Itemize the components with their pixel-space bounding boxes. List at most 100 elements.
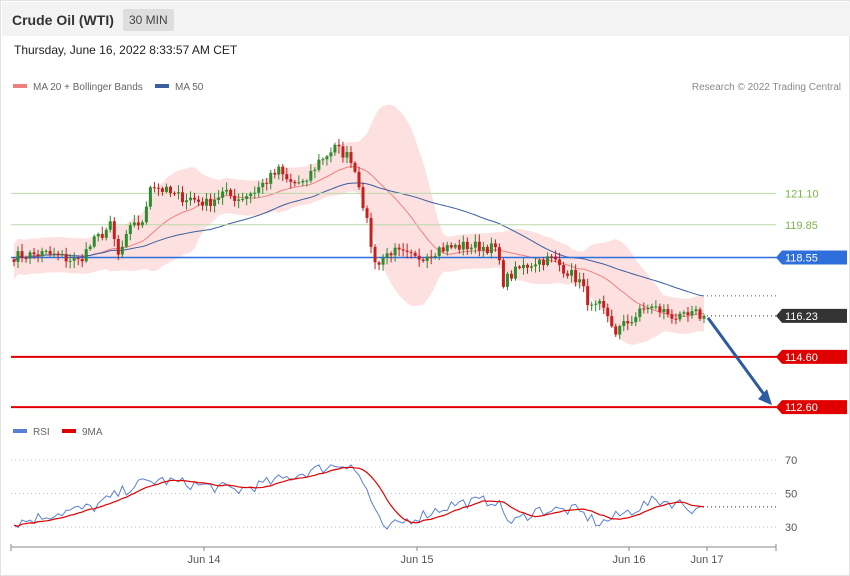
candle-body — [213, 199, 217, 206]
candle-body — [614, 326, 618, 335]
rsi-ma9-line — [13, 466, 705, 527]
candle-body — [353, 162, 357, 172]
candle-body — [345, 152, 349, 158]
candle-body — [357, 171, 361, 188]
candle-body — [249, 193, 253, 197]
candle-body — [534, 264, 538, 267]
candle-body — [594, 303, 598, 305]
candle-body — [441, 247, 445, 252]
candle-body — [429, 256, 433, 258]
candle-body — [28, 252, 32, 259]
candle-body — [269, 172, 273, 184]
candle-body — [148, 187, 152, 207]
candle-body — [702, 315, 706, 319]
candle-body — [501, 260, 505, 287]
candle-body — [626, 321, 630, 324]
candle-body — [317, 159, 321, 170]
candle-body — [465, 241, 469, 250]
candle-body — [277, 166, 281, 175]
candle-body — [481, 246, 485, 251]
candle-body — [253, 192, 257, 194]
candle-body — [381, 257, 385, 265]
time-axis: Jun 14 Jun 15 Jun 16 Jun 17 — [10, 544, 777, 566]
candle-body — [36, 254, 40, 257]
time-axis-label: Jun 17 — [690, 554, 723, 566]
timeframe-badge[interactable]: 30 MIN — [123, 9, 174, 31]
forecast-arrow-head — [758, 389, 772, 406]
candle-body — [505, 273, 509, 287]
candle-body — [413, 252, 417, 256]
candle-body — [521, 264, 525, 269]
candle-body — [301, 180, 305, 183]
candle-body — [241, 198, 245, 200]
candle-body — [120, 246, 124, 255]
candle-body — [590, 304, 594, 306]
candle-body — [658, 306, 662, 313]
candle-body — [168, 186, 172, 194]
candle-body — [542, 259, 546, 266]
rsi-level-label: 70 — [785, 455, 797, 467]
candle-body — [409, 251, 413, 253]
candle-body — [525, 264, 529, 268]
candle-body — [233, 195, 237, 201]
level-tag — [776, 250, 847, 265]
resistance-label: 119.85 — [785, 220, 818, 232]
candle-body — [582, 279, 586, 287]
candle-body — [193, 197, 197, 200]
candle-body — [56, 253, 60, 256]
candle-body — [369, 217, 373, 247]
candle-body — [349, 152, 353, 163]
support-label: 112.60 — [785, 402, 818, 414]
candle-body — [493, 243, 497, 248]
candle-body — [554, 256, 558, 260]
resistance-label: 121.10 — [785, 188, 819, 200]
credit-text: Research © 2022 Trading Central — [692, 82, 841, 93]
candle-body — [245, 196, 249, 199]
candle-body — [449, 245, 453, 248]
candle-body — [445, 245, 449, 252]
candle-body — [361, 187, 365, 209]
candle-body — [570, 269, 574, 276]
candle-body — [156, 187, 160, 189]
candle-body — [289, 179, 293, 182]
candle-body — [185, 200, 188, 203]
candle-body — [221, 191, 225, 198]
candle-body — [453, 244, 457, 248]
candle-body — [52, 253, 56, 255]
candle-body — [662, 309, 666, 313]
candle-body — [88, 246, 92, 250]
candle-body — [622, 321, 626, 326]
candle-body — [646, 308, 650, 310]
candle-body — [321, 159, 325, 161]
ma50-legend-label: MA 50 — [175, 82, 204, 93]
candle-body — [602, 300, 606, 308]
candle-body — [112, 221, 116, 240]
candle-body — [40, 251, 44, 257]
rsi-legend-label: RSI — [33, 427, 50, 438]
candle-body — [562, 265, 566, 274]
candle-body — [20, 251, 24, 258]
candle-body — [116, 239, 120, 255]
ma20-legend-label: MA 20 + Bollinger Bands — [33, 82, 143, 93]
candle-body — [610, 316, 614, 327]
candle-body — [265, 182, 269, 184]
candle-body — [457, 244, 461, 250]
candle-body — [638, 308, 642, 318]
candle-body — [670, 314, 674, 319]
candle-body — [257, 187, 261, 193]
candle-body — [694, 309, 698, 312]
candle-body — [497, 247, 501, 261]
candle-body — [281, 166, 285, 175]
chart-datetime: Thursday, June 16, 2022 8:33:57 AM CET — [14, 43, 238, 57]
pivot-label: 118.55 — [785, 253, 818, 265]
candle-body — [598, 300, 602, 304]
candle-body — [24, 257, 28, 259]
candle-body — [538, 259, 542, 265]
candle-body — [517, 266, 521, 269]
candle-body — [618, 325, 622, 335]
candle-body — [132, 222, 136, 226]
candle-body — [690, 311, 694, 316]
candle-body — [389, 253, 393, 256]
candle-body — [76, 257, 80, 260]
rsi-level-label: 50 — [785, 489, 797, 501]
